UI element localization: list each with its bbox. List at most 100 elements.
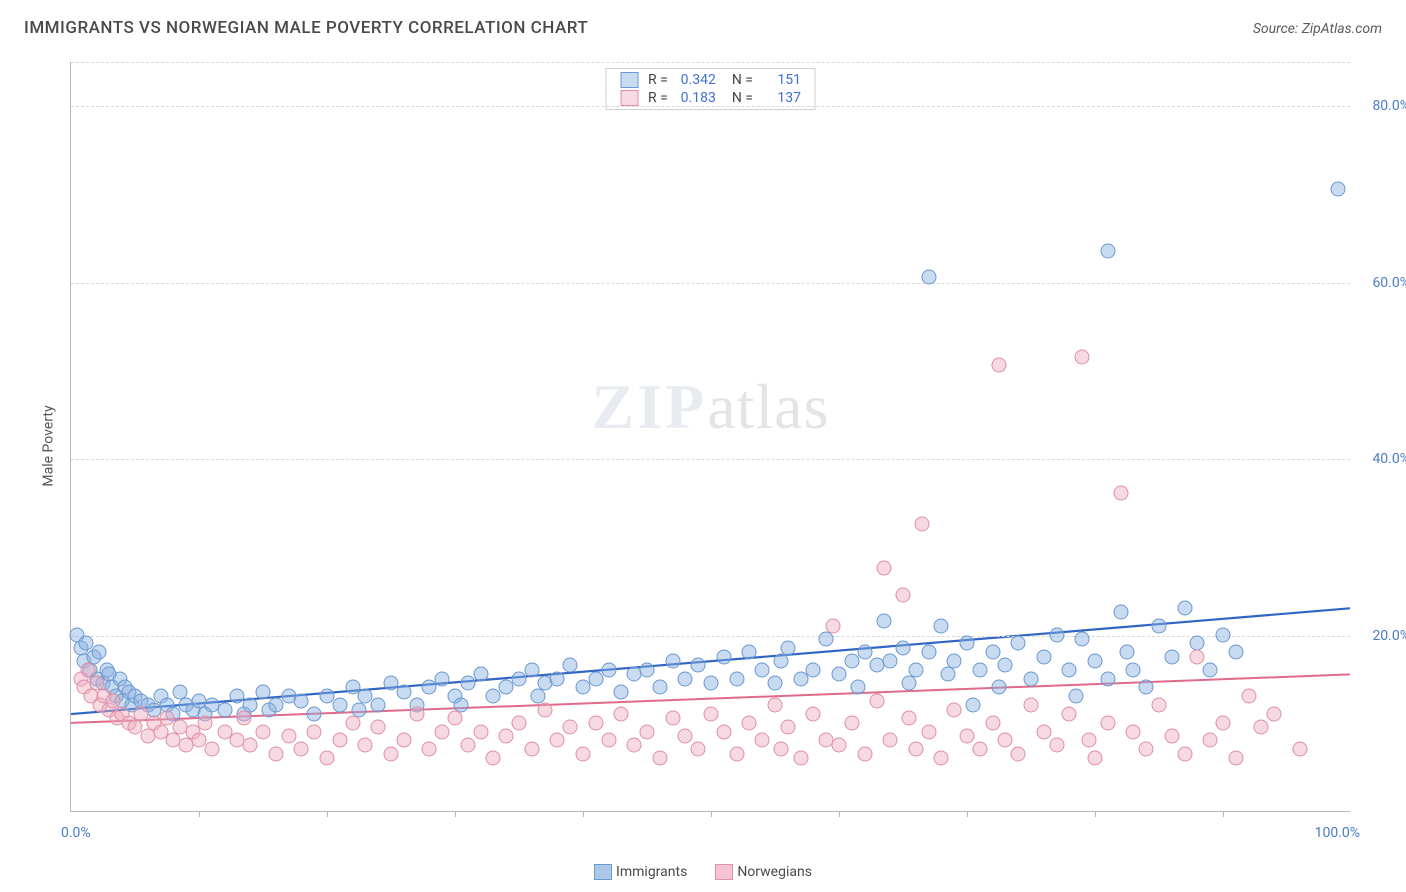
data-point — [460, 676, 475, 691]
data-point — [396, 733, 411, 748]
data-point — [192, 693, 207, 708]
data-point — [640, 662, 655, 677]
data-point — [601, 662, 616, 677]
data-point — [307, 706, 322, 721]
legend-label: Immigrants — [616, 864, 687, 880]
data-point — [844, 654, 859, 669]
data-point — [972, 662, 987, 677]
y-tick-label: 60.0% — [1372, 275, 1406, 291]
data-point — [454, 698, 469, 713]
data-point — [1267, 706, 1282, 721]
data-point — [614, 684, 629, 699]
data-point — [563, 720, 578, 735]
data-point — [268, 746, 283, 761]
data-point — [576, 680, 591, 695]
x-tick — [711, 811, 712, 817]
data-point — [79, 636, 94, 651]
grid-line — [71, 283, 1350, 284]
data-point — [1024, 698, 1039, 713]
data-point — [678, 729, 693, 744]
data-point — [844, 715, 859, 730]
data-point — [76, 654, 91, 669]
trend-lines — [71, 62, 1350, 811]
data-point — [627, 667, 642, 682]
data-point — [473, 667, 488, 682]
data-point — [896, 640, 911, 655]
data-point — [960, 729, 975, 744]
data-point — [1203, 662, 1218, 677]
data-point — [320, 751, 335, 766]
data-point — [80, 662, 95, 677]
data-point — [780, 720, 795, 735]
data-point — [832, 737, 847, 752]
data-point — [486, 751, 501, 766]
data-point — [1113, 605, 1128, 620]
legend-R-val: 0.183 — [674, 90, 716, 106]
data-point — [1062, 662, 1077, 677]
data-point — [742, 645, 757, 660]
data-point — [755, 662, 770, 677]
data-point — [1075, 349, 1090, 364]
data-point — [614, 706, 629, 721]
data-point — [524, 662, 539, 677]
data-point — [512, 715, 527, 730]
data-point — [896, 587, 911, 602]
data-point — [1139, 680, 1154, 695]
watermark: ZIPatlas — [592, 370, 830, 444]
data-point — [121, 684, 136, 699]
data-point — [396, 684, 411, 699]
data-point — [128, 689, 143, 704]
data-point — [576, 746, 591, 761]
source-label: Source: ZipAtlas.com — [1253, 21, 1382, 37]
x-tick — [1095, 811, 1096, 817]
data-point — [825, 618, 840, 633]
data-point — [448, 689, 463, 704]
data-point — [755, 733, 770, 748]
data-point — [768, 676, 783, 691]
data-point — [806, 662, 821, 677]
grid-line — [71, 62, 1350, 63]
data-point — [185, 702, 200, 717]
data-point — [112, 671, 127, 686]
data-point — [1164, 649, 1179, 664]
data-point — [704, 676, 719, 691]
data-point — [172, 684, 187, 699]
data-point — [691, 658, 706, 673]
data-point — [601, 733, 616, 748]
data-point — [104, 680, 119, 695]
data-point — [1062, 706, 1077, 721]
data-point — [908, 742, 923, 757]
data-point — [992, 358, 1007, 373]
data-point — [352, 702, 367, 717]
data-point — [550, 733, 565, 748]
data-point — [1254, 720, 1269, 735]
data-point — [960, 636, 975, 651]
data-point — [908, 662, 923, 677]
data-point — [435, 724, 450, 739]
data-point — [153, 724, 168, 739]
data-point — [883, 654, 898, 669]
data-point — [486, 689, 501, 704]
data-point — [236, 711, 251, 726]
legend-N-eq: N = — [732, 72, 753, 88]
x-tick — [199, 811, 200, 817]
data-point — [691, 742, 706, 757]
data-point — [473, 724, 488, 739]
data-point — [665, 654, 680, 669]
legend-N-eq: N = — [732, 90, 753, 106]
data-point — [819, 733, 834, 748]
grid-line — [71, 636, 1350, 637]
data-point — [84, 689, 99, 704]
data-point — [230, 733, 245, 748]
legend-swatch — [620, 90, 638, 106]
data-point — [716, 649, 731, 664]
x-tick — [839, 811, 840, 817]
data-point — [1139, 742, 1154, 757]
data-point — [992, 680, 1007, 695]
data-point — [294, 742, 309, 757]
data-point — [947, 654, 962, 669]
trend-line — [71, 674, 1350, 722]
data-point — [1068, 689, 1083, 704]
data-point — [550, 671, 565, 686]
data-point — [460, 737, 475, 752]
